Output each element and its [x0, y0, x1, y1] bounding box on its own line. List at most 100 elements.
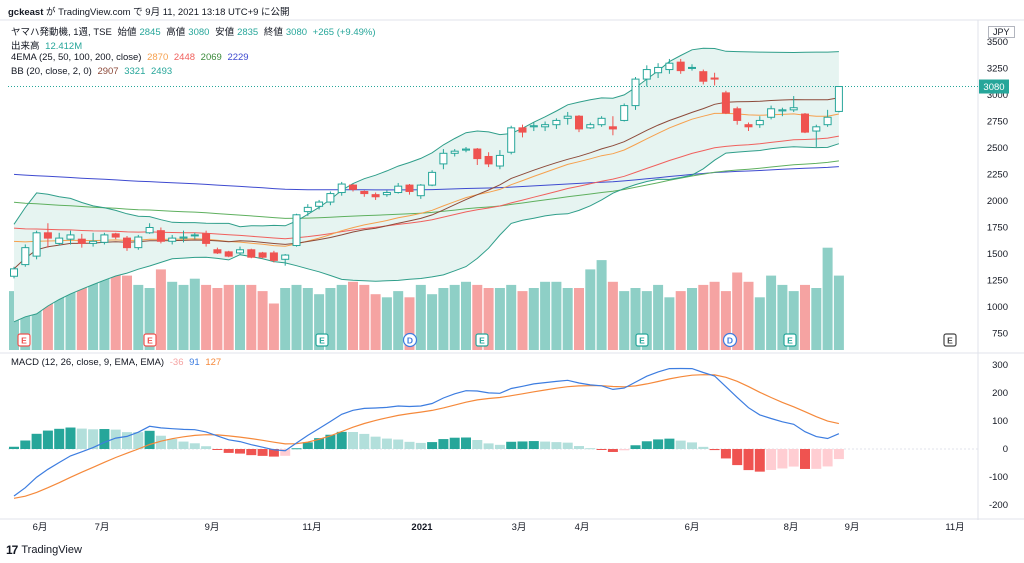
bb-lower-value: 2493	[151, 66, 173, 77]
event-marker-label: E	[21, 336, 27, 346]
time-axis-label: 6月	[685, 522, 700, 533]
volume-bar	[574, 288, 584, 350]
event-marker-label: D	[727, 336, 733, 346]
macd-histogram-bar	[811, 449, 822, 469]
macd-tick-label: -100	[989, 472, 1008, 483]
candle-body	[382, 192, 391, 196]
price-tick-label: 2250	[987, 170, 1008, 181]
volume-bar	[201, 284, 212, 350]
macd-tick-label: 200	[992, 388, 1008, 399]
candle-body	[755, 119, 764, 126]
tradingview-icon: 17	[6, 543, 18, 557]
ema25-value: 2870	[147, 52, 169, 63]
volume-bar	[461, 281, 471, 350]
volume-bar	[336, 284, 347, 350]
macd-histogram-bar	[359, 433, 370, 449]
symbol-legend: ヤマハ発動機, 1週, TSE 始値 2845 高値 3080 安値 2835 終値 3…	[8, 24, 376, 38]
candle-body	[55, 237, 64, 244]
volume-legend[interactable]: 出来高 12.412M	[8, 38, 82, 52]
candle-body	[710, 77, 719, 80]
earnings-marker	[943, 333, 957, 347]
macd-histogram-bar	[494, 444, 505, 449]
volume-bar	[822, 247, 833, 350]
candle-body	[43, 232, 52, 239]
candle-body	[145, 227, 154, 234]
macd-histogram-bar	[88, 429, 99, 449]
volume-bar	[472, 284, 483, 350]
candle-body	[292, 214, 301, 247]
macd-signal-value: 127	[205, 357, 222, 368]
macd-histogram-bar	[42, 430, 53, 449]
volume-bar	[833, 275, 844, 350]
macd-histogram-bar	[427, 442, 438, 449]
author-name[interactable]: gckeast	[8, 7, 44, 18]
candle-body	[552, 119, 561, 126]
volume-bar	[110, 266, 121, 350]
macd-histogram-bar	[404, 441, 415, 449]
candle-body	[767, 108, 776, 118]
ema-legend[interactable]: 4EMA (25, 50, 100, 200, close) 2870 2448…	[8, 52, 249, 63]
volume-bar	[607, 281, 618, 350]
candle-body	[247, 249, 256, 258]
volume-bar	[155, 269, 166, 350]
time-axis-label: 3月	[512, 522, 527, 533]
close-label: 終値	[263, 27, 283, 38]
volume-bar	[562, 288, 573, 350]
macd-histogram-bar	[393, 439, 404, 449]
macd-tick-label: -200	[989, 500, 1008, 511]
macd-histogram-bar	[302, 442, 313, 449]
volume-bar	[483, 288, 494, 350]
candle-body	[100, 234, 109, 243]
tradingview-logo[interactable]: 17 TradingView	[6, 543, 82, 557]
ema-label: 4EMA (25, 50, 100, 200, close)	[11, 52, 142, 63]
candle-body	[77, 238, 86, 244]
candle-body	[563, 115, 572, 119]
macd-histogram-bar	[540, 441, 551, 449]
macd-histogram-bar	[235, 449, 245, 454]
candle-body	[462, 148, 470, 151]
candle-body	[394, 185, 403, 194]
macd-signal-line	[13, 374, 840, 499]
macd-histogram-bar	[709, 449, 720, 451]
earnings-marker	[475, 333, 489, 347]
macd-histogram-bar	[54, 428, 65, 449]
candle-body	[281, 254, 290, 260]
candle-body	[721, 92, 730, 114]
bollinger-band-fill	[14, 48, 839, 322]
candle-body	[269, 252, 278, 261]
volume-bar	[212, 288, 223, 350]
macd-tick-label: 300	[992, 360, 1008, 371]
macd-histogram-bar	[833, 449, 844, 460]
candle-body	[789, 107, 798, 111]
macd-histogram-bar	[31, 433, 42, 449]
macd-histogram-bar	[551, 442, 562, 449]
symbol-title[interactable]: ヤマハ発動機, 1週, TSE	[11, 27, 112, 38]
candle-body	[642, 69, 651, 80]
candle-body	[66, 234, 75, 240]
candle-body	[575, 115, 583, 130]
candle-body	[202, 233, 211, 244]
macd-histogram-bar	[664, 438, 675, 449]
candle-body	[484, 155, 493, 165]
volume-bar	[619, 291, 630, 350]
macd-histogram-bar	[641, 441, 652, 449]
volume-bar	[754, 297, 765, 350]
macd-histogram-bar	[766, 449, 777, 470]
currency-badge[interactable]: JPY	[988, 26, 1015, 38]
macd-legend[interactable]: MACD (12, 26, close, 9, EMA, EMA) -36 91…	[8, 357, 221, 368]
candle-body	[168, 237, 177, 242]
bb-legend[interactable]: BB (20, close, 2, 0) 2907 3321 2493	[8, 66, 172, 77]
macd-histogram-bar	[506, 441, 517, 449]
volume-bar	[438, 288, 449, 350]
candle-body	[416, 184, 425, 197]
volume-value: 12.412M	[45, 41, 83, 52]
volume-bar	[370, 294, 381, 350]
volume-bar	[88, 278, 99, 350]
candle-body	[21, 247, 30, 266]
event-marker-label: E	[319, 336, 325, 346]
macd-hist-value: -36	[169, 357, 184, 368]
macd-histogram-bar	[574, 446, 584, 449]
earnings-marker	[315, 333, 329, 347]
volume-label: 出来高	[11, 41, 40, 52]
